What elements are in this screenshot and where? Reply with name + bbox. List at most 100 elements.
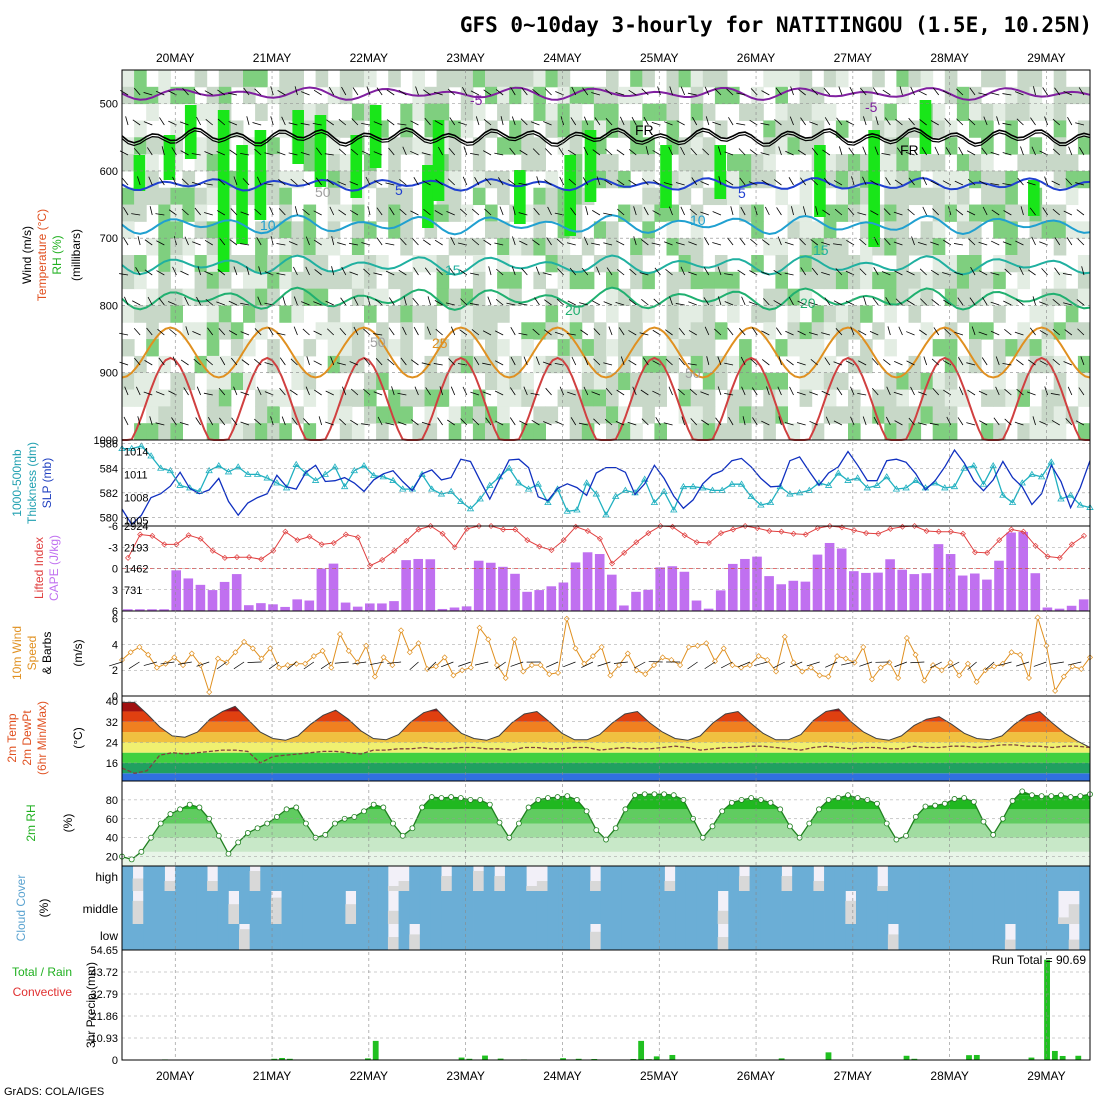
wind-barb xyxy=(281,416,286,426)
rh-shade-cell xyxy=(1017,423,1030,441)
lifted-index-marker xyxy=(778,528,785,535)
wind-barb xyxy=(663,241,673,246)
cloud-low-bar xyxy=(792,924,804,950)
wind-barb-10m xyxy=(998,661,1012,666)
wind-barb-10m xyxy=(754,661,768,666)
rh-unit-label: (%) xyxy=(61,814,75,833)
wind-barb xyxy=(1041,268,1048,276)
wind-barb xyxy=(905,151,915,156)
rh-shade-cell xyxy=(557,339,571,357)
wind-barb xyxy=(885,416,891,426)
wind-speed-marker xyxy=(799,668,806,675)
thickness-line-marker xyxy=(544,498,552,506)
rh-shade-cell xyxy=(932,221,946,239)
wind-barb xyxy=(923,356,928,366)
wind-speed-marker xyxy=(511,636,518,643)
wind-barb xyxy=(1078,87,1085,96)
wind-barb xyxy=(471,208,480,216)
lifted-index-marker xyxy=(621,549,628,556)
rh-high-streak xyxy=(432,120,445,201)
cloud-middle-bar xyxy=(611,891,623,924)
cloud-middle-bar xyxy=(175,891,187,924)
rh-shade-cell xyxy=(448,170,462,189)
cloud-low-bar xyxy=(951,924,963,950)
precip-bar xyxy=(279,1057,285,1060)
wind-barb xyxy=(700,391,709,396)
wind-barb xyxy=(398,89,407,96)
rh-shade-cell xyxy=(388,204,401,222)
rh-shade-cell xyxy=(981,389,994,407)
wind-barb xyxy=(704,86,710,96)
cloud-middle-bar xyxy=(909,891,921,924)
wind-speed-marker xyxy=(502,674,509,681)
rh-shade-cell xyxy=(1041,103,1055,121)
wind-barb xyxy=(993,417,1000,426)
rh-ytick: 60 xyxy=(106,814,118,826)
cape-bar xyxy=(1042,607,1053,611)
lifted-index-marker xyxy=(645,530,652,537)
wind-barb-10m xyxy=(178,661,192,665)
wind-barb xyxy=(930,120,939,126)
rh-shade-cell xyxy=(1029,339,1043,357)
wind-barb xyxy=(496,268,504,276)
rh-shade-cell xyxy=(1053,271,1067,290)
wind-barb xyxy=(135,267,141,276)
thickness-panel-label-line: SLP (mb) xyxy=(40,458,54,508)
thickness-line-marker xyxy=(215,462,223,469)
thickness-line-marker xyxy=(970,462,978,469)
rh-line-marker xyxy=(903,832,909,839)
rh-shade-cell xyxy=(811,221,825,239)
precip-bar xyxy=(653,1056,660,1060)
wind-barb xyxy=(678,357,685,366)
rh-shade-cell xyxy=(884,238,897,256)
wind-barb xyxy=(462,87,468,96)
rh-shade-cell xyxy=(243,339,256,357)
wind-barb xyxy=(530,121,540,126)
wind-barb xyxy=(580,329,589,336)
wind-barb xyxy=(313,389,322,396)
cloud-middle-bar xyxy=(643,891,655,924)
wind-barb xyxy=(230,357,238,366)
wind-speed-marker xyxy=(337,631,344,638)
lifted-index-marker xyxy=(500,526,507,533)
rh-shade-cell xyxy=(400,406,413,424)
rh-shade-cell xyxy=(956,288,970,306)
rh-shade-cell xyxy=(606,86,619,105)
lifted-index-marker xyxy=(233,554,240,561)
cloud-low-bar xyxy=(334,924,346,950)
wind-barb xyxy=(350,209,359,216)
cloud-middle-bar xyxy=(1004,891,1016,924)
wind-barb xyxy=(908,417,915,426)
wind-barb xyxy=(1065,178,1073,186)
rh-shade-cell xyxy=(364,70,377,88)
wind-barb xyxy=(294,86,298,96)
cape-bar xyxy=(679,571,690,611)
rh-shade-cell xyxy=(739,103,752,121)
wind-barb-10m xyxy=(495,661,506,670)
wind-barb xyxy=(399,208,407,216)
wind-barb xyxy=(171,417,177,426)
rh-shade-cell xyxy=(279,423,292,441)
rh-shade-cell xyxy=(908,154,922,172)
wind-barb xyxy=(1079,147,1085,156)
wind-barb-10m xyxy=(143,661,157,666)
wind-speed-marker xyxy=(598,644,605,651)
wind-barb xyxy=(967,389,976,396)
rh-shade-cell xyxy=(545,305,559,323)
rh-shade-cell xyxy=(775,70,788,88)
rh-shade-cell xyxy=(521,154,534,172)
rh-line-marker xyxy=(990,831,997,838)
rh-shade-cell xyxy=(424,372,438,391)
lifted-index-marker xyxy=(766,527,773,534)
lifted-index-marker xyxy=(681,532,688,539)
wind-barb xyxy=(1014,421,1024,426)
cloud-middle-bar xyxy=(441,891,453,924)
wind-barb xyxy=(978,390,988,396)
wind-speed-marker xyxy=(764,656,771,663)
cloud-low-bar xyxy=(345,924,357,950)
wind-barb xyxy=(511,266,516,276)
rh-band xyxy=(122,851,1090,866)
rh-shade-cell xyxy=(460,103,474,121)
wind-barb xyxy=(450,326,456,336)
date-label-bottom: 27MAY xyxy=(834,1069,872,1083)
